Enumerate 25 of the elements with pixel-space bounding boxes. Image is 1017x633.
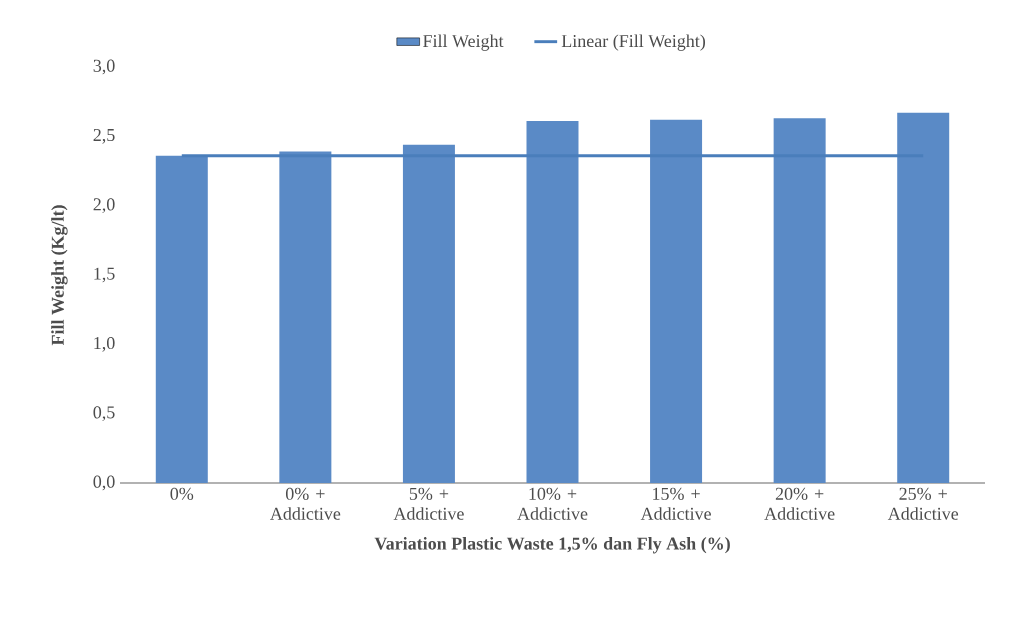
x-tick-label: 15% + Addictive [640, 487, 711, 520]
bar [897, 112, 950, 483]
x-tick-label: 0% + Addictive [270, 487, 341, 520]
x-tick-label: 5% + Addictive [393, 487, 464, 520]
bar [155, 155, 208, 483]
bar [402, 144, 455, 483]
x-tick-label: 0% [170, 487, 194, 500]
x-tick-label: 20% + Addictive [764, 487, 835, 520]
y-tick-label: 3,0 [93, 59, 115, 75]
y-tick-label: 1,5 [94, 267, 115, 283]
y-tick-label: 2,0 [93, 198, 115, 214]
legend-label: Linear (Fill Weight) [561, 34, 706, 51]
bar [526, 121, 579, 483]
bar [279, 151, 332, 483]
legend-label: Fill Weight [423, 34, 504, 51]
y-tick-label: 1,0 [94, 336, 115, 352]
y-tick-label: 0,5 [93, 406, 115, 422]
y-tick-label: 0,0 [93, 475, 115, 491]
x-axis-title: Variation Plastic Waste 1,5% dan Fly Ash (%) [374, 537, 730, 554]
bar [773, 118, 826, 483]
x-tick-label: 10% + Addictive [517, 487, 588, 520]
bar [650, 119, 703, 483]
x-tick-label: 25% + Addictive [887, 487, 959, 520]
y-axis-title: Fill Weight (Kg/lt) [51, 205, 68, 346]
y-tick-label: 2,5 [93, 128, 115, 144]
